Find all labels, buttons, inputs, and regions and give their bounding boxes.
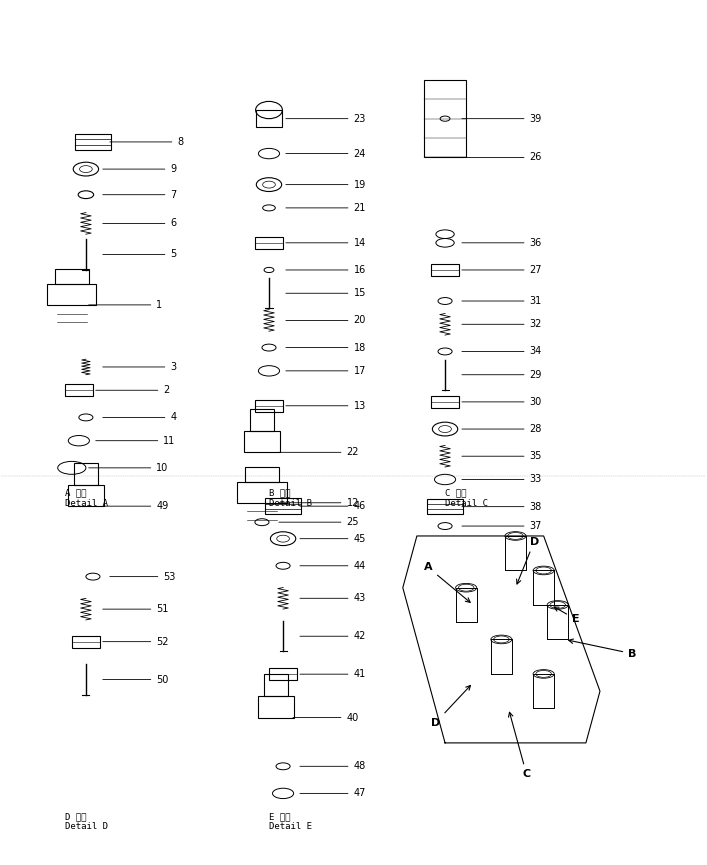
Text: 47: 47 [300, 788, 366, 798]
Ellipse shape [536, 567, 551, 573]
Text: 18: 18 [286, 343, 366, 353]
Text: 16: 16 [286, 265, 366, 275]
Text: 26: 26 [462, 152, 542, 163]
Text: 33: 33 [462, 475, 542, 484]
Text: 35: 35 [462, 452, 542, 461]
Text: 22: 22 [279, 447, 359, 458]
Text: 4: 4 [103, 413, 177, 422]
Text: A: A [424, 562, 470, 602]
Text: 19: 19 [286, 180, 366, 189]
Text: C: C [508, 712, 531, 779]
Text: E 詳細
Detail E: E 詳細 Detail E [269, 812, 312, 831]
Text: 7: 7 [103, 189, 177, 200]
Text: 40: 40 [293, 713, 358, 722]
Text: 20: 20 [286, 316, 366, 325]
Text: 5: 5 [103, 249, 177, 260]
Text: B: B [568, 639, 636, 658]
Text: 14: 14 [286, 238, 366, 247]
Text: 24: 24 [286, 149, 366, 158]
Text: 11: 11 [95, 436, 175, 445]
Text: 17: 17 [286, 366, 366, 376]
Ellipse shape [493, 636, 509, 643]
Text: 42: 42 [300, 631, 366, 641]
Ellipse shape [536, 670, 551, 677]
Text: 36: 36 [462, 238, 542, 247]
Text: C 詳細
Detail C: C 詳細 Detail C [445, 489, 488, 508]
Text: D: D [517, 536, 539, 584]
Text: 39: 39 [462, 113, 542, 124]
Text: 48: 48 [300, 761, 366, 772]
Ellipse shape [550, 601, 566, 608]
Text: 30: 30 [462, 397, 542, 407]
Text: 25: 25 [279, 517, 359, 527]
Text: 53: 53 [110, 572, 176, 581]
Text: 29: 29 [462, 369, 542, 380]
Ellipse shape [458, 584, 474, 591]
Text: 44: 44 [300, 561, 366, 571]
Text: 50: 50 [103, 675, 169, 684]
Text: 9: 9 [103, 164, 177, 174]
Text: E: E [554, 607, 580, 625]
Text: 52: 52 [103, 637, 169, 647]
Text: D 詳細
Detail D: D 詳細 Detail D [65, 812, 107, 831]
Text: 37: 37 [462, 521, 542, 531]
Text: 6: 6 [103, 218, 177, 228]
Text: 46: 46 [300, 501, 366, 511]
Text: 2: 2 [95, 385, 170, 395]
Text: 21: 21 [286, 203, 366, 213]
Text: 15: 15 [286, 288, 366, 298]
Text: 8: 8 [110, 137, 184, 147]
Text: 12: 12 [279, 497, 359, 508]
Text: 3: 3 [103, 362, 177, 372]
Text: 31: 31 [462, 296, 542, 306]
Text: D: D [431, 685, 470, 727]
Text: 32: 32 [462, 319, 542, 330]
Text: 49: 49 [103, 501, 168, 511]
Text: 28: 28 [462, 424, 542, 434]
Text: 45: 45 [300, 534, 366, 544]
Text: 51: 51 [103, 604, 169, 614]
Text: 43: 43 [300, 593, 366, 603]
Text: 34: 34 [462, 347, 542, 356]
Text: 13: 13 [286, 400, 366, 411]
Ellipse shape [508, 533, 523, 540]
Text: A 詳細
Detail A: A 詳細 Detail A [65, 489, 107, 508]
Text: 1: 1 [88, 300, 163, 310]
Text: 10: 10 [88, 463, 168, 473]
Text: 38: 38 [462, 502, 542, 512]
Text: B 詳細
Detail B: B 詳細 Detail B [269, 489, 312, 508]
Text: 23: 23 [286, 113, 366, 124]
Text: 27: 27 [462, 265, 542, 275]
Text: 41: 41 [300, 670, 366, 679]
